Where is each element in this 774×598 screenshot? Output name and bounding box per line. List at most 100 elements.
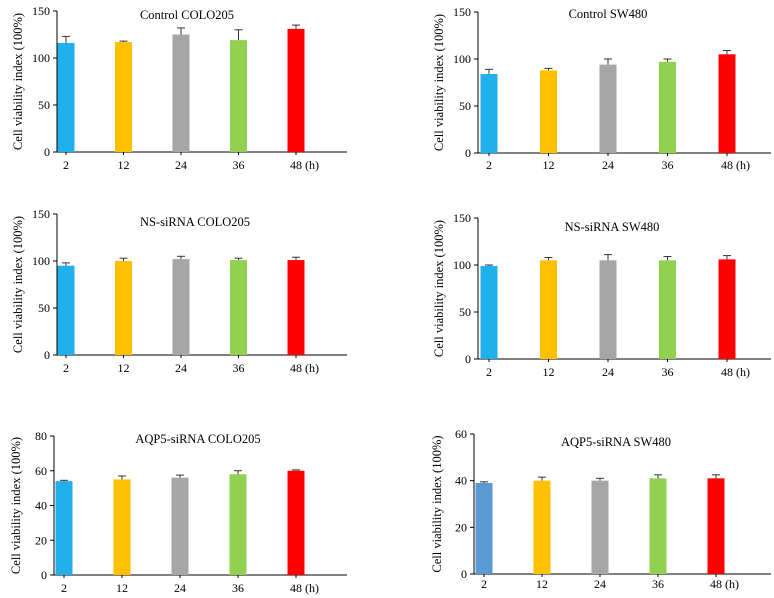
bar-48h: [718, 259, 736, 359]
x-tick-label: 2: [481, 577, 487, 591]
y-tick-label: 0: [465, 352, 471, 366]
x-tick-label: 48: [290, 581, 302, 595]
y-tick-label: 0: [465, 146, 471, 160]
bar-36h: [230, 40, 247, 152]
x-tick-label: 12: [543, 365, 555, 379]
x-unit-label: (h): [305, 581, 319, 595]
bar-48h: [718, 54, 736, 153]
x-unit-label: (h): [736, 158, 750, 172]
chart-title: Control COLO205: [140, 8, 234, 22]
x-tick-label: 36: [233, 361, 245, 375]
bar-24h: [599, 260, 617, 359]
bar-24h: [171, 477, 189, 575]
y-tick-label: 40: [455, 474, 467, 488]
x-tick-label: 36: [662, 158, 674, 172]
chart-title: Control SW480: [569, 7, 648, 21]
bar-36h: [229, 474, 247, 575]
x-tick-label: 24: [594, 577, 606, 591]
bar-48h: [287, 470, 305, 575]
x-tick-label: 24: [602, 365, 614, 379]
bar-12h: [540, 260, 557, 359]
y-axis-title: Cell viability index (100%): [9, 437, 23, 574]
bar-48h: [287, 260, 305, 355]
x-tick-label: 48: [721, 365, 733, 379]
chart-panel-1: 0 50 100 150 2 12 24 36 48 (h) Control COLO205 Cell…: [11, 4, 347, 172]
x-tick-label: 48: [710, 577, 722, 591]
x-tick-label: 2: [486, 365, 492, 379]
bar-2h: [480, 74, 498, 153]
x-tick-label: 12: [116, 581, 128, 595]
bar-2h: [55, 481, 73, 575]
bar-48h: [287, 28, 305, 152]
x-tick-label: 12: [543, 158, 555, 172]
x-tick-label: 24: [602, 158, 614, 172]
bar-36h: [659, 61, 676, 153]
y-tick-label: 150: [453, 5, 471, 19]
chart-title: AQP5-siRNA COLO205: [135, 432, 260, 446]
x-unit-label: (h): [305, 361, 319, 375]
y-tick-label: 20: [455, 520, 467, 534]
x-tick-label: 12: [536, 577, 548, 591]
x-tick-label: 36: [233, 158, 245, 172]
x-tick-label: 48: [290, 158, 302, 172]
chart-title: NS-siRNA COLO205: [140, 215, 250, 229]
x-tick-label: 48: [290, 361, 302, 375]
y-axis-title: Cell viability index (100%): [11, 216, 25, 353]
bar-36h: [659, 260, 676, 359]
x-tick-label: 2: [63, 361, 69, 375]
y-axis-title: Cell viability index (100%): [432, 220, 446, 357]
y-tick-label: 40: [35, 499, 47, 513]
chart-panel-6: 0 20 40 60 2 12 24 36 48 (h) AQP5-siRNA SW480 Cell …: [430, 427, 771, 591]
chart-panel-4: 0 50 100 150 2 12 24 36 48 (h) NS-siRNA SW480 Cell …: [432, 211, 771, 379]
y-tick-label: 20: [35, 533, 47, 547]
x-tick-label: 2: [63, 158, 69, 172]
bar-36h: [230, 260, 247, 355]
bar-2h: [475, 483, 493, 574]
y-tick-label: 150: [32, 4, 50, 18]
y-tick-label: 0: [461, 567, 467, 581]
chart-panel-5: 0 20 40 60 80 2 12 24 36 48 (h) AQP5-siRNA COLO205 C…: [9, 429, 347, 595]
y-tick-label: 50: [38, 301, 50, 315]
x-tick-label: 2: [486, 158, 492, 172]
y-tick-label: 60: [455, 427, 467, 441]
bar-12h: [533, 480, 551, 574]
y-tick-label: 50: [459, 305, 471, 319]
y-tick-label: 60: [35, 464, 47, 478]
y-tick-label: 50: [38, 98, 50, 112]
x-tick-label: 24: [174, 581, 186, 595]
y-tick-label: 100: [453, 52, 471, 66]
y-tick-label: 50: [459, 99, 471, 113]
x-unit-label: (h): [305, 158, 319, 172]
y-axis-title: Cell viability index (100%): [432, 14, 446, 151]
y-tick-label: 0: [44, 348, 50, 362]
chart-panel-3: 0 50 100 150 2 12 24 36 48 (h) NS-siRNA COLO205 Cel…: [11, 207, 347, 375]
chart-title: AQP5-siRNA SW480: [561, 435, 671, 449]
x-unit-label: (h): [736, 365, 750, 379]
bar-48h: [707, 478, 725, 574]
bar-12h: [115, 261, 132, 355]
x-tick-label: 12: [118, 158, 130, 172]
x-tick-label: 24: [175, 361, 187, 375]
bar-24h: [591, 480, 609, 574]
x-tick-label: 36: [662, 365, 674, 379]
chart-panel-2: 0 50 100 150 2 12 24 36 48 (h) Control SW480 Cell v…: [432, 5, 771, 172]
bar-24h: [172, 259, 190, 355]
y-tick-label: 100: [453, 258, 471, 272]
bar-12h: [115, 42, 132, 152]
bar-2h: [57, 265, 75, 355]
y-tick-label: 80: [35, 429, 47, 443]
y-tick-label: 150: [32, 207, 50, 221]
y-tick-label: 100: [32, 254, 50, 268]
x-tick-label: 24: [175, 158, 187, 172]
y-tick-label: 100: [32, 51, 50, 65]
chart-title: NS-siRNA SW480: [565, 220, 660, 234]
x-tick-label: 2: [61, 581, 67, 595]
y-axis-title: Cell viability index (100%): [430, 435, 444, 572]
y-tick-label: 0: [44, 145, 50, 159]
bar-12h: [540, 70, 557, 153]
x-tick-label: 12: [118, 361, 130, 375]
x-tick-label: 36: [652, 577, 664, 591]
bar-2h: [57, 42, 75, 152]
bar-2h: [480, 265, 498, 359]
